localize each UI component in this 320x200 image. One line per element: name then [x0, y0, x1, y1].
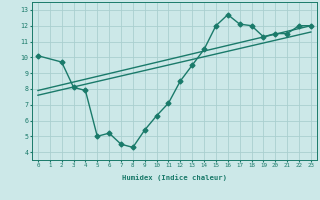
X-axis label: Humidex (Indice chaleur): Humidex (Indice chaleur)	[122, 174, 227, 181]
